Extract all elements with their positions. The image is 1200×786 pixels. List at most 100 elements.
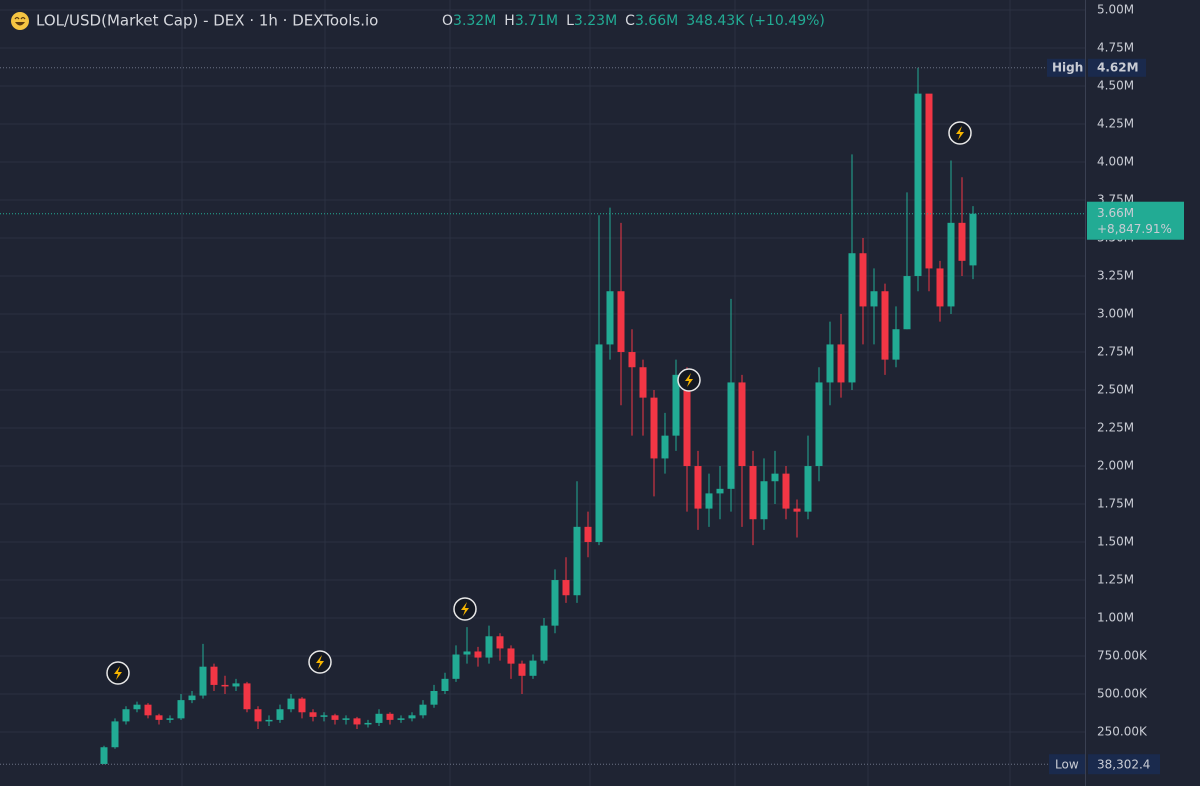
candle-body (727, 382, 735, 489)
y-tick-label: 2.00M (1097, 459, 1134, 473)
candle-body (507, 648, 515, 664)
candle-body (133, 704, 141, 710)
candle-body (397, 718, 405, 720)
y-tick-label: 1.25M (1097, 573, 1134, 587)
candle-body (111, 721, 119, 748)
candle-body (859, 253, 867, 307)
candle-body (815, 382, 823, 467)
high-value: 4.62M (1097, 60, 1139, 74)
candle-body (683, 374, 691, 467)
candle-body (947, 222, 955, 307)
legend-key: O (442, 13, 453, 29)
candle-body (672, 374, 680, 436)
candle-body (716, 488, 724, 494)
low-name: Low (1055, 758, 1079, 772)
candle-body (903, 276, 911, 330)
y-tick-label: 2.25M (1097, 421, 1134, 435)
candle-body (188, 695, 196, 701)
event-icon (106, 661, 130, 685)
candle-body (221, 684, 229, 687)
legend-value: 3.66M (635, 13, 678, 29)
candle-body (144, 704, 152, 716)
header: LOL/USD(Market Cap) - DEX · 1h · DEXTool… (11, 12, 825, 30)
candle-body (243, 683, 251, 710)
candle-body (199, 666, 207, 696)
y-tick-label: 750.00K (1097, 649, 1148, 663)
candle-body (276, 709, 284, 720)
time-grid (181, 0, 1011, 786)
y-tick-label: 1.00M (1097, 611, 1134, 625)
emoji-icon (11, 12, 29, 30)
candle-body (584, 526, 592, 543)
candle-body (617, 291, 625, 353)
candle-body (430, 690, 438, 705)
candle-body (694, 466, 702, 509)
y-tick-label: 1.75M (1097, 497, 1134, 511)
y-tick-label: 4.25M (1097, 117, 1134, 131)
low-value: 38,302.4 (1097, 758, 1150, 772)
y-tick-label: 4.00M (1097, 155, 1134, 169)
candles (100, 67, 977, 765)
candle-body (452, 654, 460, 679)
legend-key: C (625, 13, 635, 29)
candle-body (782, 473, 790, 509)
candle-body (595, 344, 603, 543)
last-price: 3.66M (1097, 206, 1134, 220)
candle-body (958, 222, 966, 261)
candle-body (848, 253, 856, 383)
last-price-box (1087, 201, 1184, 240)
candle-body (936, 268, 944, 307)
candle-body (661, 435, 669, 459)
candle-body (573, 526, 581, 596)
candle-body (364, 722, 372, 725)
candle-body (353, 718, 361, 725)
candle-body (122, 709, 130, 722)
y-tick-label: 3.25M (1097, 269, 1134, 283)
legend-value: 3.32M (453, 13, 496, 29)
candle-body (463, 651, 471, 655)
candle-body (606, 291, 614, 345)
candle-body (496, 636, 504, 649)
candle-body (540, 625, 548, 661)
candle-body (298, 698, 306, 713)
candle-body (100, 747, 108, 764)
legend-value: 3.71M (515, 13, 558, 29)
candle-body (331, 715, 339, 720)
high-value-box (1088, 58, 1146, 77)
candle-body (826, 344, 834, 383)
candle-body (628, 352, 636, 368)
candle-body (441, 678, 449, 691)
candle-body (287, 698, 295, 710)
candle-body (771, 473, 779, 482)
event-icons (106, 121, 972, 685)
candle-body (870, 291, 878, 307)
candle-body (639, 367, 647, 398)
event-icon (308, 650, 332, 674)
high-name: High (1052, 60, 1083, 74)
y-tick-label: 5.00M (1097, 3, 1134, 17)
y-tick-label: 250.00K (1097, 725, 1148, 739)
candle-body (232, 683, 240, 687)
candle-body (925, 93, 933, 269)
last-change: +8,847.91% (1097, 222, 1172, 236)
price-axis (1085, 0, 1200, 786)
candle-body (650, 397, 658, 459)
candle-body (309, 712, 317, 717)
y-tick-label: 1.50M (1097, 535, 1134, 549)
event-icon (453, 597, 477, 621)
candle-body (408, 715, 416, 719)
event-icon (677, 368, 701, 392)
candle-body (562, 580, 570, 596)
candle-body (914, 93, 922, 277)
candle-body (793, 508, 801, 512)
candle-body (749, 466, 757, 520)
candle-body (320, 715, 328, 717)
candle-body (804, 466, 812, 512)
candle-body (969, 213, 977, 266)
candle-body (155, 715, 163, 720)
y-tick-label: 2.75M (1097, 345, 1134, 359)
legend-change: 348.43K (+10.49%) (686, 13, 825, 29)
candle-body (166, 718, 174, 720)
candle-body (254, 709, 262, 722)
